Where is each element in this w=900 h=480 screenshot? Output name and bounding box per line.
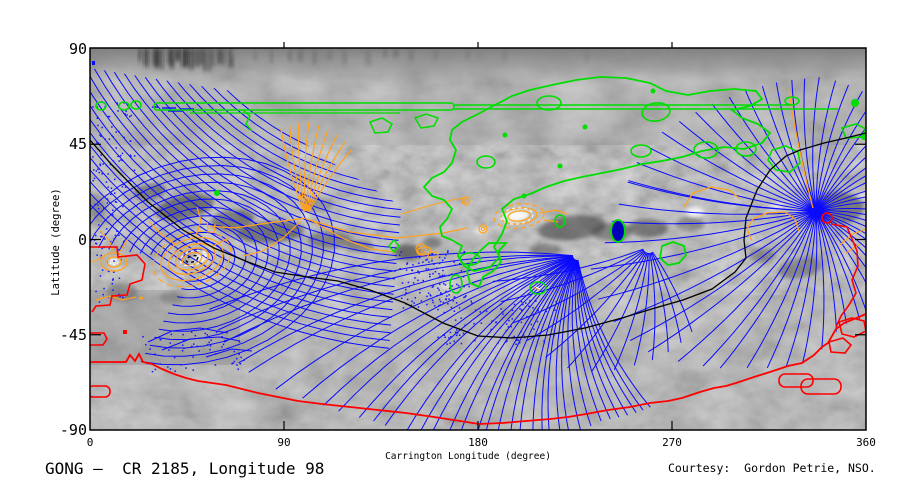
plot-frame — [89, 42, 867, 431]
x-tick-label: 270 — [662, 436, 682, 449]
y-tick-label: 0 — [77, 230, 87, 249]
map-content — [90, 48, 866, 430]
y-tick-label: 45 — [68, 135, 87, 154]
y-tick-label: -90 — [59, 421, 87, 439]
x-tick-label: 0 — [86, 436, 94, 449]
y-tick-label: -45 — [59, 325, 87, 344]
y-tick-label: 90 — [68, 40, 87, 58]
x-tick-label: 90 — [277, 436, 291, 449]
x-tick-label: 360 — [856, 436, 876, 449]
caption-gong-cr: GONG – CR 2185, Longitude 98 — [45, 459, 325, 478]
x-tick-label: 180 — [468, 436, 488, 449]
x-axis-title: Carrington Longitude (degree) — [385, 451, 551, 462]
y-axis-title: Latitude (degree) — [50, 188, 62, 296]
caption-courtesy: Courtesy: Gordon Petrie, NSO. — [668, 461, 876, 475]
